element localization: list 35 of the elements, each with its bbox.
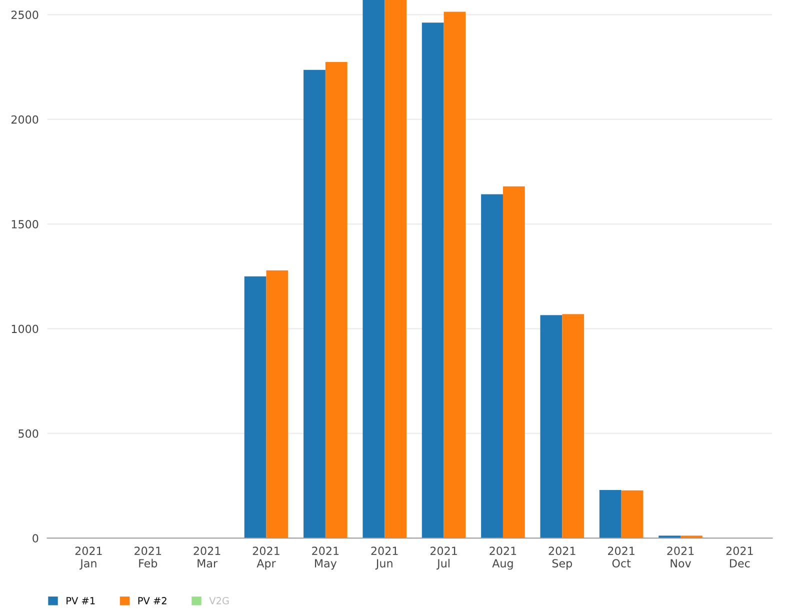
legend-label: PV #2 — [138, 597, 166, 604]
y-tick-label: 1500 — [12, 220, 38, 228]
x-tick-label: 2021 Sep — [548, 546, 576, 570]
legend-label: PV #1 — [66, 597, 95, 604]
x-tick-label: 2021 Dec — [726, 546, 753, 568]
x-tick-label: 2021 Feb — [134, 546, 161, 568]
bar — [481, 194, 503, 538]
x-tick-label: 2021 Jul — [430, 546, 457, 570]
x-tick-label: 2021 Apr — [252, 546, 280, 570]
bar — [422, 22, 444, 538]
legend-label: V2G — [209, 597, 229, 604]
bar — [325, 62, 348, 538]
bar — [502, 186, 525, 538]
y-tick-label: 0 — [32, 534, 38, 543]
x-tick-label: 2021 Mar — [194, 546, 220, 568]
x-tick-label: 2021 Oct — [608, 546, 634, 568]
x-tick-label: 2021 Nov — [667, 546, 694, 568]
bar — [244, 276, 266, 538]
bar — [562, 314, 584, 538]
x-tick-label: 2021 May — [312, 546, 339, 570]
bar — [362, 0, 385, 538]
x-tick-label: 2021 Jan — [75, 546, 102, 570]
bar — [599, 490, 622, 538]
bar — [621, 490, 644, 538]
bar — [384, 0, 407, 538]
bar — [304, 70, 326, 538]
y-tick-label: 2000 — [11, 115, 38, 124]
y-tick-label: 2500 — [11, 10, 38, 20]
bar — [444, 12, 466, 538]
y-tick-label: 500 — [18, 429, 38, 438]
x-tick-label: 2021 Jun — [371, 546, 398, 570]
x-tick-label: 2021 Aug — [490, 546, 516, 570]
bar — [266, 270, 288, 538]
bar — [540, 315, 562, 538]
y-tick-label: 1000 — [12, 324, 38, 334]
